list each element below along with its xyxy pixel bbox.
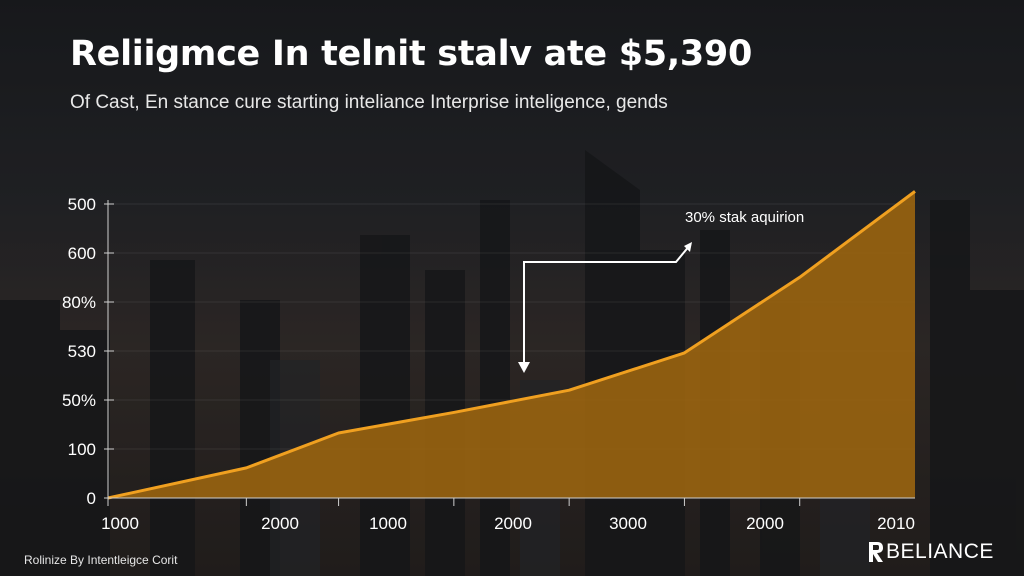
series-line: [107, 190, 916, 500]
y-tick-label: 100: [68, 440, 96, 459]
chart-title: Reliigmce In telnit stalv ate $5,390: [70, 34, 753, 74]
y-tick-label: 600: [68, 244, 96, 263]
annotation-label: 30% stak aquirion: [685, 209, 804, 226]
y-tick-label: 80%: [62, 293, 96, 312]
annotation-arrowhead-up: [684, 242, 692, 252]
y-tick-label: 530: [68, 342, 96, 361]
x-axis-ticks: 1000 2000 1000 2000 3000 2000 2010: [101, 498, 915, 533]
annotation-arrow: [523, 244, 691, 366]
x-tick-label: 2000: [746, 514, 784, 533]
annotation-arrowhead-down: [518, 362, 530, 373]
x-tick-label: 3000: [609, 514, 647, 533]
x-tick-label: 1000: [101, 514, 139, 533]
source-note: Rolinize By Intentleigce Corit: [24, 553, 178, 567]
y-tick-label: 500: [68, 195, 96, 214]
y-tick-label: 50%: [62, 391, 96, 410]
area-fill: [108, 191, 915, 498]
axes: [107, 200, 915, 499]
x-tick-label: 1000: [369, 514, 407, 533]
x-tick-label: 2000: [494, 514, 532, 533]
x-tick-label: 2000: [261, 514, 299, 533]
area-series: [107, 190, 916, 500]
brand-logo: BELIANCE: [868, 540, 994, 564]
r-logo-icon: [869, 542, 883, 562]
chart-subtitle: Of Cast, En stance cure starting intelia…: [70, 92, 668, 113]
annotations: 30% stak aquirion: [518, 209, 804, 373]
y-axis-ticks: 500 600 80% 530 50% 100 0: [62, 195, 114, 508]
y-tick-label: 0: [87, 489, 96, 508]
x-tick-label: 2010: [877, 514, 915, 533]
brand-name: BELIANCE: [886, 540, 994, 563]
